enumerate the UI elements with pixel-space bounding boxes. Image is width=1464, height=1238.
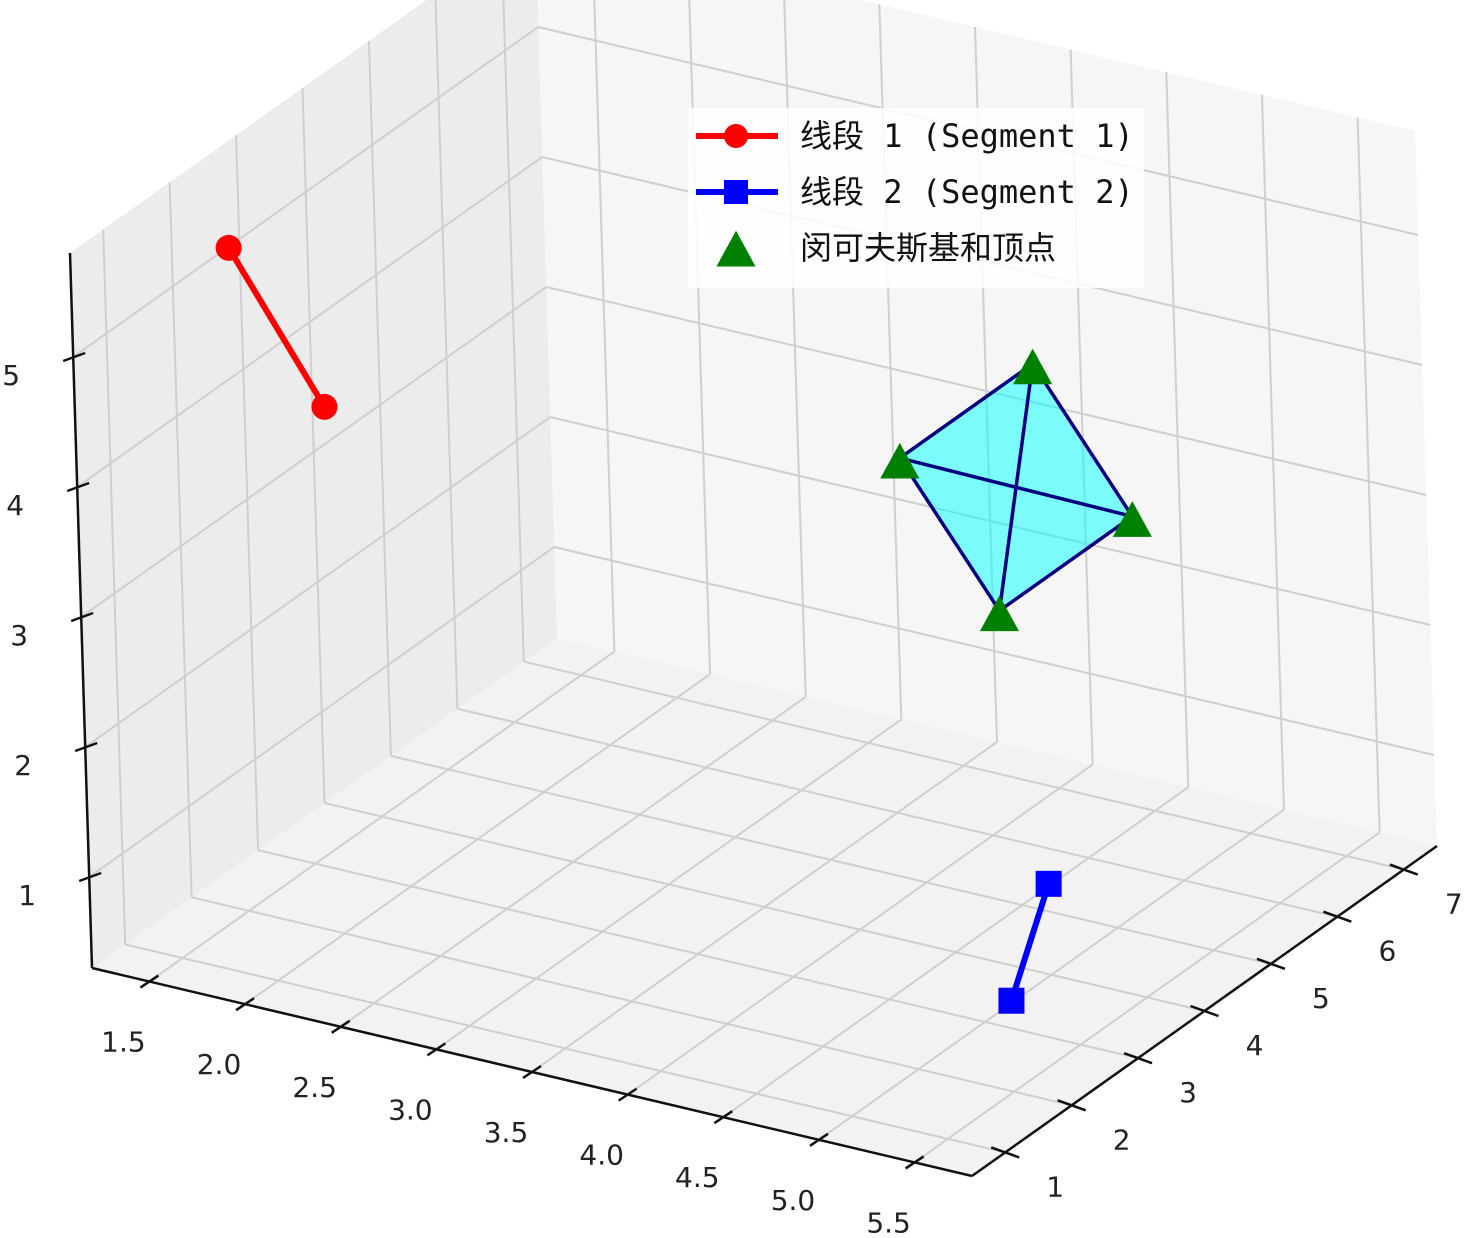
y-tick-mark [1256,957,1286,971]
grid-line-y-floor [457,707,1338,918]
x-tick-label: 4.0 [579,1139,624,1172]
z-tick-label: 3 [10,619,28,652]
x-tick-label: 3.5 [484,1116,529,1149]
grid-line-y-side [301,87,326,804]
x-tick-label: 3.0 [388,1093,433,1126]
x-tick-label: 5.0 [771,1184,816,1217]
polygon-diagonal [997,363,1035,611]
series-3-point [979,595,1020,632]
x-tick-mark [235,997,255,1012]
y-tick-label: 7 [1445,888,1463,921]
grid-line-x-back [1356,117,1381,833]
y-tick-mark [1057,1099,1087,1112]
x-tick-mark [809,1132,829,1147]
z-tick-mark [70,611,94,623]
plot-area [215,234,1152,1014]
x-tick-mark [139,974,160,989]
x-tick-mark [904,1155,925,1170]
x-tick-mark [426,1042,447,1057]
y-tick-label: 6 [1378,935,1396,968]
y-tick-mark [1123,1051,1153,1065]
y-tick-label: 3 [1179,1076,1197,1109]
series-1-marker [215,234,242,261]
series-3-point [1112,501,1152,537]
legend: 线段 1 (Segment 1) 线段 2 (Segment 2) 闵可夫斯基和顶点 [688,108,1144,288]
y-tick-label: 2 [1113,1123,1131,1156]
grid-line-z-side [76,156,543,488]
legend-entry-label: 线段 1 (Segment 1) [800,117,1134,155]
grid-line-x-back [593,0,616,652]
z-axis-line [68,252,94,969]
grid-line-x-back [783,0,807,697]
grid-line-y-floor [124,943,1006,1154]
x-tick-label: 5.5 [866,1206,911,1238]
grid-line-z-back [553,546,1435,756]
legend-handle-marker [716,230,756,267]
tick-labels: 1.5 2.0 2.5 3.0 3.5 4.0 4.5 5.0 5.5 1 2 3 4 5 6 7 1 2 3 4 5 [2,359,1462,1238]
x-tick-mark [522,1064,542,1080]
grid-line-y-floor [523,660,1405,871]
series-1-line [225,244,328,410]
grid-line-z-side [72,26,539,358]
grid-line-y-side [102,229,127,945]
z-tick-mark [78,871,102,883]
y-tick-mark [990,1146,1020,1159]
x-tick-label: 2.5 [292,1071,337,1104]
y-tick-label: 1 [1046,1170,1064,1203]
z-tick-label: 1 [18,879,36,912]
y-tick-mark [1389,863,1419,876]
y-tick-label: 5 [1312,982,1330,1015]
series-2-marker [998,987,1025,1014]
series-1-marker [311,393,338,420]
grid-line-z-side [88,546,555,878]
series-3-point [880,442,920,479]
legend-handle-marker [724,180,748,204]
x-tick-label: 1.5 [101,1026,146,1059]
grid-line-y-floor [324,802,1205,1012]
grid-line-y-floor [390,754,1272,965]
grid-line-y-side [434,0,459,709]
x-tick-label: 4.5 [675,1161,720,1194]
series-3-point [1013,348,1053,385]
z-tick-mark [62,351,86,363]
legend-handle-marker [724,124,748,148]
grid-line-z-back [545,286,1427,496]
y-tick-label: 4 [1246,1029,1264,1062]
legend-entry-label: 线段 2 (Segment 2) [800,173,1134,211]
z-tick-mark [66,481,90,493]
grid-line-x-back [688,0,712,675]
side-pane [70,0,557,968]
y-tick-mark [1322,910,1352,923]
grid-line-y-floor [257,849,1139,1060]
legend-entry-label: 闵可夫斯基和顶点 [800,229,1056,267]
grid-line-z-side [84,416,551,748]
grid-line-y-side [502,0,525,662]
z-tick-label: 4 [6,489,24,522]
tick-marks [62,351,1419,1170]
z-tick-mark [74,741,98,753]
grid-line-x-back [1260,94,1285,810]
series-2-marker [1035,870,1062,897]
x-tick-mark [331,1019,351,1034]
grid-line-y-floor [191,896,1072,1107]
x-tick-label: 2.0 [197,1048,242,1081]
z-tick-label: 5 [2,359,20,392]
x-tick-mark [617,1087,638,1102]
grid-line-z-side [80,286,547,618]
series-2-line [1008,880,1052,1004]
grid-line-y-side [168,182,193,898]
z-tick-label: 2 [14,749,32,782]
grid-line-x-back [1165,72,1190,788]
y-tick-mark [1190,1004,1219,1018]
x-tick-mark [713,1110,733,1125]
grid-line-y-side [367,40,392,756]
